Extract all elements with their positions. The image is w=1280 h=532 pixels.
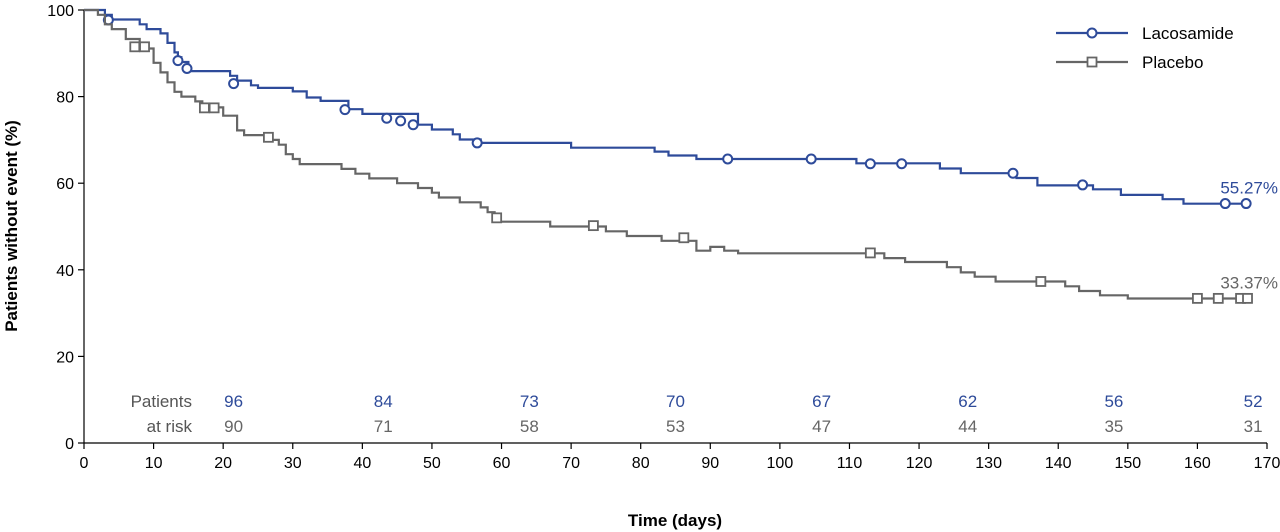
y-tick-label: 40: [56, 263, 74, 280]
y-tick-label: 60: [56, 176, 74, 193]
placebo-series: 33.37%: [84, 8, 1278, 304]
placebo-censor-mark: [864, 247, 876, 259]
axes: 0 20 40 60 80 100 0 10 20 30 40 50 60 70 80 90 100 110 120…: [47, 3, 1280, 472]
lacosamide-survival-curve: [84, 8, 1247, 205]
lacosamide-censor-mark: [181, 62, 193, 74]
placebo-censor-mark: [198, 102, 210, 114]
x-tick-label: 80: [632, 455, 650, 472]
y-tick-label: 0: [65, 436, 74, 453]
y-axis-title: Patients without event (%): [2, 120, 21, 332]
placebo-censor-mark: [1212, 292, 1224, 304]
risk-count-lacosamide: 73: [520, 392, 539, 411]
placebo-censor-mark: [129, 41, 141, 53]
risk-table-label-line2: at risk: [147, 417, 193, 436]
risk-count-placebo: 44: [958, 417, 977, 436]
risk-count-lacosamide: 62: [958, 392, 977, 411]
lacosamide-censor-mark: [339, 104, 351, 116]
risk-count-placebo: 31: [1244, 417, 1263, 436]
lacosamide-censor-mark: [228, 78, 240, 90]
risk-table-label-line1: Patients: [131, 392, 192, 411]
x-tick-label: 70: [562, 455, 580, 472]
x-tick-label: 140: [1045, 455, 1072, 472]
legend-marker-lacosamide: [1086, 27, 1098, 39]
lacosamide-censor-mark: [395, 115, 407, 127]
x-tick-label: 90: [701, 455, 719, 472]
legend: Lacosamide Placebo: [1056, 24, 1234, 72]
x-tick-label: 20: [214, 455, 232, 472]
lacosamide-series: 55.27%: [84, 8, 1278, 210]
lacosamide-censor-mark: [805, 153, 817, 165]
risk-count-lacosamide: 96: [224, 392, 243, 411]
risk-count-placebo: 58: [520, 417, 539, 436]
series-layer: 55.27% 33.37%: [84, 8, 1278, 304]
lacosamide-censor-mark: [381, 112, 393, 124]
y-tick-label: 80: [56, 90, 74, 107]
placebo-censor-mark: [587, 220, 599, 232]
x-tick-label: 50: [423, 455, 441, 472]
y-tick-label: 100: [47, 3, 74, 20]
risk-count-placebo: 90: [224, 417, 243, 436]
placebo-censor-mark: [139, 41, 150, 53]
risk-count-placebo: 35: [1104, 417, 1123, 436]
placebo-censor-mark: [208, 102, 220, 114]
x-tick-label: 170: [1254, 455, 1280, 472]
placebo-end-label: 33.37%: [1220, 274, 1278, 293]
placebo-censor-mark: [1242, 292, 1253, 304]
x-tick-label: 100: [767, 455, 794, 472]
risk-count-lacosamide: 67: [812, 392, 831, 411]
x-tick-label: 10: [145, 455, 163, 472]
risk-count-lacosamide: 56: [1104, 392, 1123, 411]
x-tick-label: 120: [906, 455, 933, 472]
x-tick-label: 150: [1114, 455, 1141, 472]
placebo-censor-mark: [491, 212, 503, 224]
x-tick-label: 30: [284, 455, 302, 472]
lacosamide-censor-mark: [1219, 198, 1231, 210]
placebo-censor-mark: [1035, 276, 1047, 287]
risk-count-lacosamide: 70: [666, 392, 685, 411]
lacosamide-end-label: 55.27%: [1220, 179, 1278, 198]
placebo-censor-mark: [678, 232, 690, 244]
legend-item-placebo: Placebo: [1056, 53, 1203, 72]
x-axis-title: Time (days): [628, 511, 722, 530]
lacosamide-censor-mark: [722, 153, 734, 165]
lacosamide-censor-mark: [896, 158, 908, 170]
lacosamide-censor-mark: [1077, 179, 1089, 191]
legend-label-lacosamide: Lacosamide: [1142, 24, 1234, 43]
risk-count-placebo: 71: [374, 417, 393, 436]
x-tick-label: 60: [493, 455, 511, 472]
lacosamide-censor-mark: [1007, 167, 1019, 179]
x-tick-label: 40: [353, 455, 371, 472]
risk-table: Patients at risk 96 90 84 71 73 58 70 53 67 47 62 44 5…: [131, 392, 1263, 436]
legend-marker-placebo: [1086, 56, 1098, 68]
risk-count-lacosamide: 52: [1244, 392, 1263, 411]
risk-count-placebo: 53: [666, 417, 685, 436]
y-tick-label: 20: [56, 349, 74, 366]
x-tick-label: 160: [1184, 455, 1211, 472]
placebo-censor-mark: [263, 131, 274, 143]
risk-count-placebo: 47: [812, 417, 831, 436]
lacosamide-censor-mark: [172, 55, 184, 67]
lacosamide-censor-mark: [471, 137, 483, 149]
placebo-survival-curve: [84, 8, 1247, 300]
lacosamide-censor-mark: [407, 119, 419, 131]
lacosamide-censor-mark: [1240, 198, 1252, 210]
risk-count-lacosamide: 84: [374, 392, 393, 411]
legend-label-placebo: Placebo: [1142, 53, 1203, 72]
x-tick-label: 0: [80, 455, 89, 472]
placebo-censor-mark: [1192, 292, 1203, 304]
x-tick-label: 110: [837, 455, 863, 472]
legend-item-lacosamide: Lacosamide: [1056, 24, 1234, 43]
x-tick-label: 130: [975, 455, 1002, 472]
lacosamide-censor-mark: [864, 158, 876, 170]
